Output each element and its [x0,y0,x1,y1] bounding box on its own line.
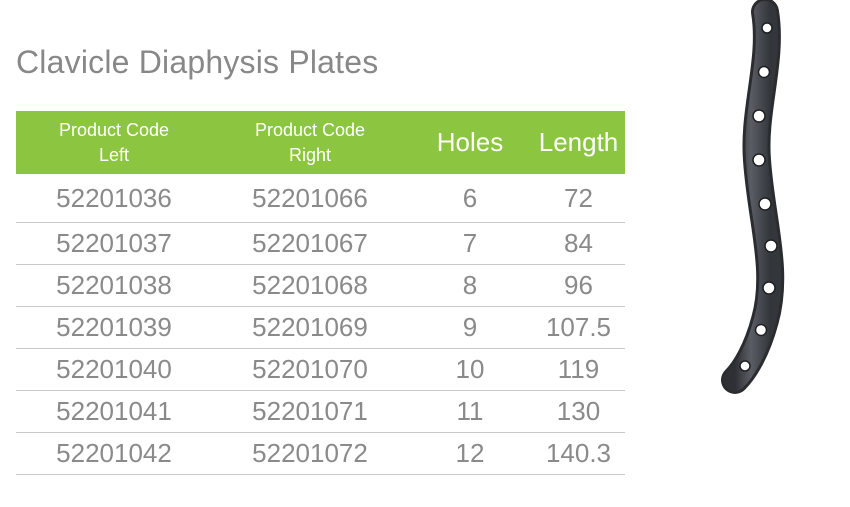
header-length: Length [538,127,619,157]
cell-code-right: 52201067 [252,228,368,258]
header-code-left-line2: Left [98,144,130,165]
cell-code-left: 52201042 [56,438,172,468]
cell-length: 140.3 [545,438,612,468]
product-table: Product Code Left Product Code Right Hol… [16,111,625,475]
table-row: 52201037 52201067 7 84 [16,223,625,265]
cell-holes: 6 [462,182,478,213]
table-row: 52201038 52201068 8 96 [16,265,625,307]
cell-code-right: 52201068 [252,270,368,300]
table-row: 52201039 52201069 9 107.5 [16,307,625,349]
cell-code-right: 52201066 [252,182,368,213]
clavicle-plate-image [721,0,785,394]
table-row: 52201042 52201072 12 140.3 [16,433,625,475]
cell-code-left: 52201036 [56,182,172,213]
table-body: 52201036 52201066 6 72 52201037 52201067… [16,174,625,475]
cell-length: 84 [564,228,593,258]
cell-length: 72 [564,182,593,213]
cell-holes: 10 [455,354,485,384]
cell-holes: 8 [462,270,478,300]
cell-length: 107.5 [545,312,612,342]
header-product-code-right: Product Code Right [212,118,408,168]
cell-code-right: 52201069 [252,312,368,342]
header-code-right-line2: Right [288,144,332,165]
table-row: 52201036 52201066 6 72 [16,174,625,223]
table-header: Product Code Left Product Code Right Hol… [16,111,625,174]
cell-code-right: 52201071 [252,396,368,426]
cell-length: 119 [557,354,600,384]
table-row: 52201040 52201070 10 119 [16,349,625,391]
cell-code-left: 52201037 [56,228,172,258]
table-row: 52201041 52201071 11 130 [16,391,625,433]
cell-holes: 11 [456,396,484,426]
cell-length: 96 [564,270,593,300]
plate-holes [739,22,778,372]
header-code-left-line1: Product Code [58,119,170,140]
header-holes: Holes [436,127,504,157]
cell-code-right: 52201070 [252,354,368,384]
header-product-code-left: Product Code Left [16,118,212,168]
header-code-right-line1: Product Code [254,119,366,140]
cell-holes: 7 [462,228,478,258]
cell-code-left: 52201041 [56,396,172,426]
page-title: Clavicle Diaphysis Plates [16,44,379,80]
cell-holes: 9 [462,312,478,342]
cell-code-left: 52201038 [56,270,172,300]
cell-code-left: 52201040 [56,354,172,384]
cell-length: 130 [556,396,601,426]
cell-holes: 12 [455,438,485,468]
cell-code-right: 52201072 [252,438,368,468]
cell-code-left: 52201039 [56,312,172,342]
